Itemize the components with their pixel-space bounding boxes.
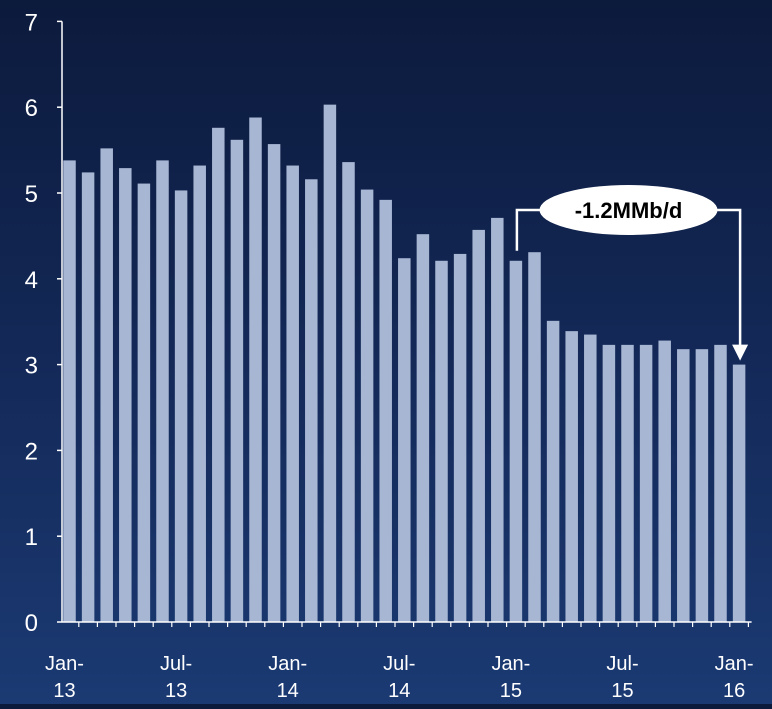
x-tick-label-line1: Jan- (715, 653, 754, 675)
bar-sep-14 (435, 260, 448, 622)
y-tick-label-6: 6 (25, 95, 38, 122)
bar-oct-15 (677, 349, 690, 622)
x-tick-label-line2: 14 (388, 680, 410, 702)
annotation-ellipse (539, 185, 718, 235)
y-tick-label-3: 3 (25, 353, 38, 380)
x-tick-label-line2: 14 (277, 680, 299, 702)
bar-dec-13 (267, 144, 281, 622)
annotation-layer: -1.2MMb/d (515, 185, 749, 361)
bar-sep-15 (658, 340, 671, 622)
bar-mar-14 (323, 104, 337, 622)
bar-may-15 (584, 334, 597, 622)
annotation-arrowhead (732, 344, 749, 361)
bar-feb-14 (305, 179, 318, 622)
bar-jun-15 (602, 344, 616, 622)
bar-oct-14 (453, 253, 467, 623)
bar-apr-13 (119, 168, 132, 622)
x-tick-label-line2: 15 (500, 680, 522, 702)
bar-mar-15 (546, 320, 560, 622)
x-tick-label-line1: Jul- (383, 653, 415, 675)
x-tick-label-line1: Jul- (160, 653, 192, 675)
bar-feb-15 (528, 252, 541, 622)
annotation-label: -1.2MMb/d (575, 198, 683, 223)
axes-layer: 0 1 2 3 4 5 6 7 Jan- 13 Jul- 13 Jan- 14 Jul- 14 Jan- 15 Ju… (25, 9, 754, 702)
bar-nov-14 (472, 229, 485, 622)
bar-jul-15 (621, 344, 634, 622)
bar-jun-14 (379, 199, 392, 623)
bar-may-14 (360, 189, 374, 622)
bars-layer (63, 104, 746, 623)
y-tick-label-2: 2 (25, 438, 38, 465)
bar-aug-14 (416, 234, 430, 622)
x-tick-label-line1: Jan- (45, 653, 84, 675)
y-tick-label-4: 4 (25, 267, 38, 294)
x-tick-label-line2: 16 (723, 680, 745, 702)
x-tick-label-line1: Jan- (491, 653, 530, 675)
bar-feb-13 (81, 172, 95, 622)
bar-oct-13 (230, 139, 244, 623)
x-tick-label-line2: 13 (165, 680, 187, 702)
bar-jul-13 (174, 190, 188, 622)
y-tick-label-1: 1 (25, 524, 38, 551)
bar-jan-15 (509, 260, 523, 622)
x-tick-label-line1: Jul- (606, 653, 638, 675)
bar-mar-13 (100, 148, 113, 622)
y-tick-label-5: 5 (25, 181, 38, 208)
bar-dec-15 (714, 344, 727, 622)
bar-aug-15 (639, 344, 653, 622)
bar-nov-13 (249, 117, 262, 622)
bar-jan-16 (732, 364, 746, 622)
bar-sep-13 (212, 127, 225, 622)
y-tick-label-0: 0 (25, 610, 38, 637)
bar-jan-14 (286, 165, 299, 623)
bar-nov-15 (695, 349, 709, 622)
bar-jul-14 (398, 258, 411, 622)
bar-apr-15 (565, 331, 578, 622)
bar-jun-13 (156, 160, 169, 622)
x-tick-label-line1: Jan- (268, 653, 307, 675)
bar-dec-14 (491, 217, 504, 622)
bar-may-13 (137, 183, 151, 622)
bar-aug-13 (193, 165, 206, 623)
bar-jan-13 (63, 160, 76, 622)
x-tick-label-line2: 13 (53, 680, 75, 702)
bar-apr-14 (342, 162, 355, 623)
y-tick-label-7: 7 (25, 9, 38, 36)
x-tick-label-line2: 15 (611, 680, 633, 702)
